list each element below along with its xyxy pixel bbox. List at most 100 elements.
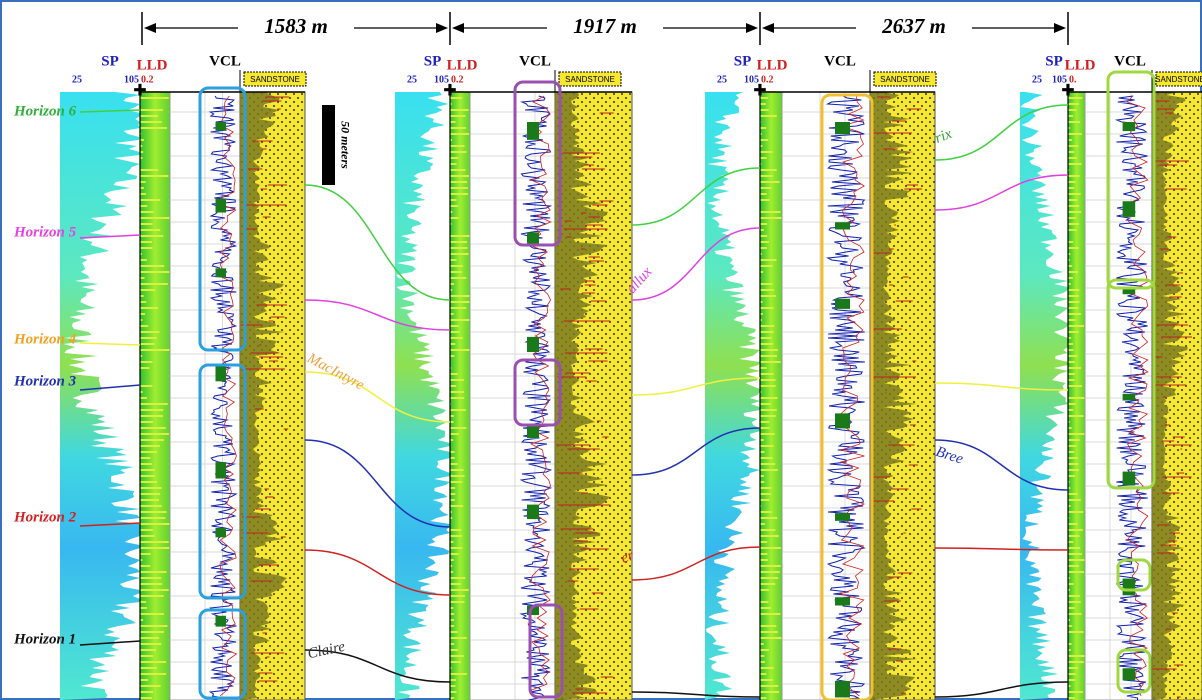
vcl-green <box>1122 393 1136 401</box>
shale-fill <box>870 92 918 700</box>
sp-curve <box>60 92 140 700</box>
horizon-label: Horizon 4 <box>13 331 77 347</box>
lithology-label: SANDSTONE <box>1155 75 1202 84</box>
vcl-green <box>215 615 226 627</box>
horizon-line <box>934 681 1069 698</box>
highlight-box <box>198 363 247 600</box>
lld-min: 0.2 <box>451 74 464 85</box>
vcl-red-curve <box>218 95 238 697</box>
scale-label: 50 meters <box>338 121 352 169</box>
lld-min: 0.2 <box>141 74 154 85</box>
horizon-line <box>304 649 451 683</box>
sp-max: 105 <box>124 74 139 85</box>
horizon-line <box>79 640 141 646</box>
dim-label-bg <box>238 16 354 40</box>
horizon-line <box>304 549 451 596</box>
highlight-box <box>198 608 247 700</box>
horizon-line <box>631 546 761 581</box>
horizon-label: Horizon 2 <box>13 509 77 525</box>
distance-label: 1917 m <box>573 14 637 38</box>
highlight-box <box>1106 70 1156 290</box>
vcl-green <box>215 198 226 213</box>
vcl-green <box>1122 201 1136 217</box>
marker: ✚ <box>1061 83 1074 100</box>
vcl-green <box>527 423 539 439</box>
sp-header: SP <box>101 53 119 69</box>
dim-label-bg <box>856 16 972 40</box>
highlight-box <box>513 80 562 247</box>
horizon-line <box>79 522 141 527</box>
vcl-green <box>835 122 850 135</box>
horizon-line <box>631 227 761 301</box>
vcl-header: VCL <box>519 53 551 69</box>
horizon-label: Horizon 5 <box>13 224 77 240</box>
vcl-green <box>215 268 226 278</box>
vcl-green <box>527 605 539 616</box>
marker: ✚ <box>443 83 456 100</box>
vcl-green <box>835 680 850 698</box>
horizon-line <box>934 104 1069 161</box>
vcl-red-curve <box>838 95 866 697</box>
vcl-green <box>215 527 226 538</box>
marker: ✚ <box>133 83 146 100</box>
lithology-label: SANDSTONE <box>880 75 930 84</box>
vcl-green <box>215 366 226 382</box>
vcl-green <box>1122 668 1136 681</box>
horizon-line <box>934 382 1069 391</box>
lld-header: LLD <box>757 57 788 73</box>
sp-min: 25 <box>1032 74 1042 85</box>
lithology-legend <box>243 71 307 87</box>
vcl-green <box>1122 578 1136 596</box>
lithology-label: SANDSTONE <box>250 75 300 84</box>
vcl-header: VCL <box>1114 53 1146 69</box>
shale-fill <box>240 92 287 700</box>
formation-label: rix <box>933 126 955 147</box>
formation-label: Bree <box>934 444 966 468</box>
lithology-label: SANDSTONE <box>565 75 615 84</box>
lld-header: LLD <box>447 57 478 73</box>
highlight-box <box>1116 648 1152 694</box>
vcl-header: VCL <box>824 53 856 69</box>
formation-label: Claire <box>306 639 347 663</box>
highlight-box <box>198 86 247 352</box>
vcl-green <box>1122 122 1136 132</box>
vcl-green <box>215 122 226 131</box>
horizon-label: Horizon 6 <box>13 103 77 119</box>
lithology-legend <box>558 71 622 87</box>
sp-min: 25 <box>72 74 82 85</box>
horizon-line <box>934 439 1069 491</box>
highlight-box <box>1116 558 1152 592</box>
vcl-green <box>527 504 539 520</box>
vcl-green <box>1122 471 1136 486</box>
vcl-green <box>215 462 226 479</box>
highlight-box <box>528 603 564 699</box>
vcl-green <box>835 513 850 521</box>
sp-curve <box>395 92 450 700</box>
highlight-box <box>513 358 562 427</box>
horizon-line <box>304 371 451 423</box>
vcl-green <box>527 122 539 140</box>
highlight-box <box>1106 278 1156 490</box>
vcl-track <box>781 91 871 700</box>
sp-min: 25 <box>407 74 417 85</box>
horizon-line <box>934 174 1069 211</box>
vcl-green <box>835 298 850 309</box>
vcl-curve <box>519 95 553 700</box>
horizon-line <box>631 377 761 396</box>
vcl-green <box>835 413 850 429</box>
horizon-line <box>79 342 141 346</box>
horizon-line <box>631 167 761 226</box>
vcl-green <box>835 222 850 230</box>
vcl-green <box>1122 287 1136 295</box>
marker: ✚ <box>753 83 766 100</box>
highlight-box <box>820 93 874 700</box>
lld-header: LLD <box>1065 57 1096 73</box>
vcl-header: VCL <box>209 53 241 69</box>
horizon-line <box>304 439 451 528</box>
horizon-line <box>631 691 761 698</box>
vcl-green <box>527 232 539 245</box>
shale-fill <box>1152 92 1188 700</box>
sp-min: 25 <box>717 74 727 85</box>
horizon-line <box>304 299 451 331</box>
